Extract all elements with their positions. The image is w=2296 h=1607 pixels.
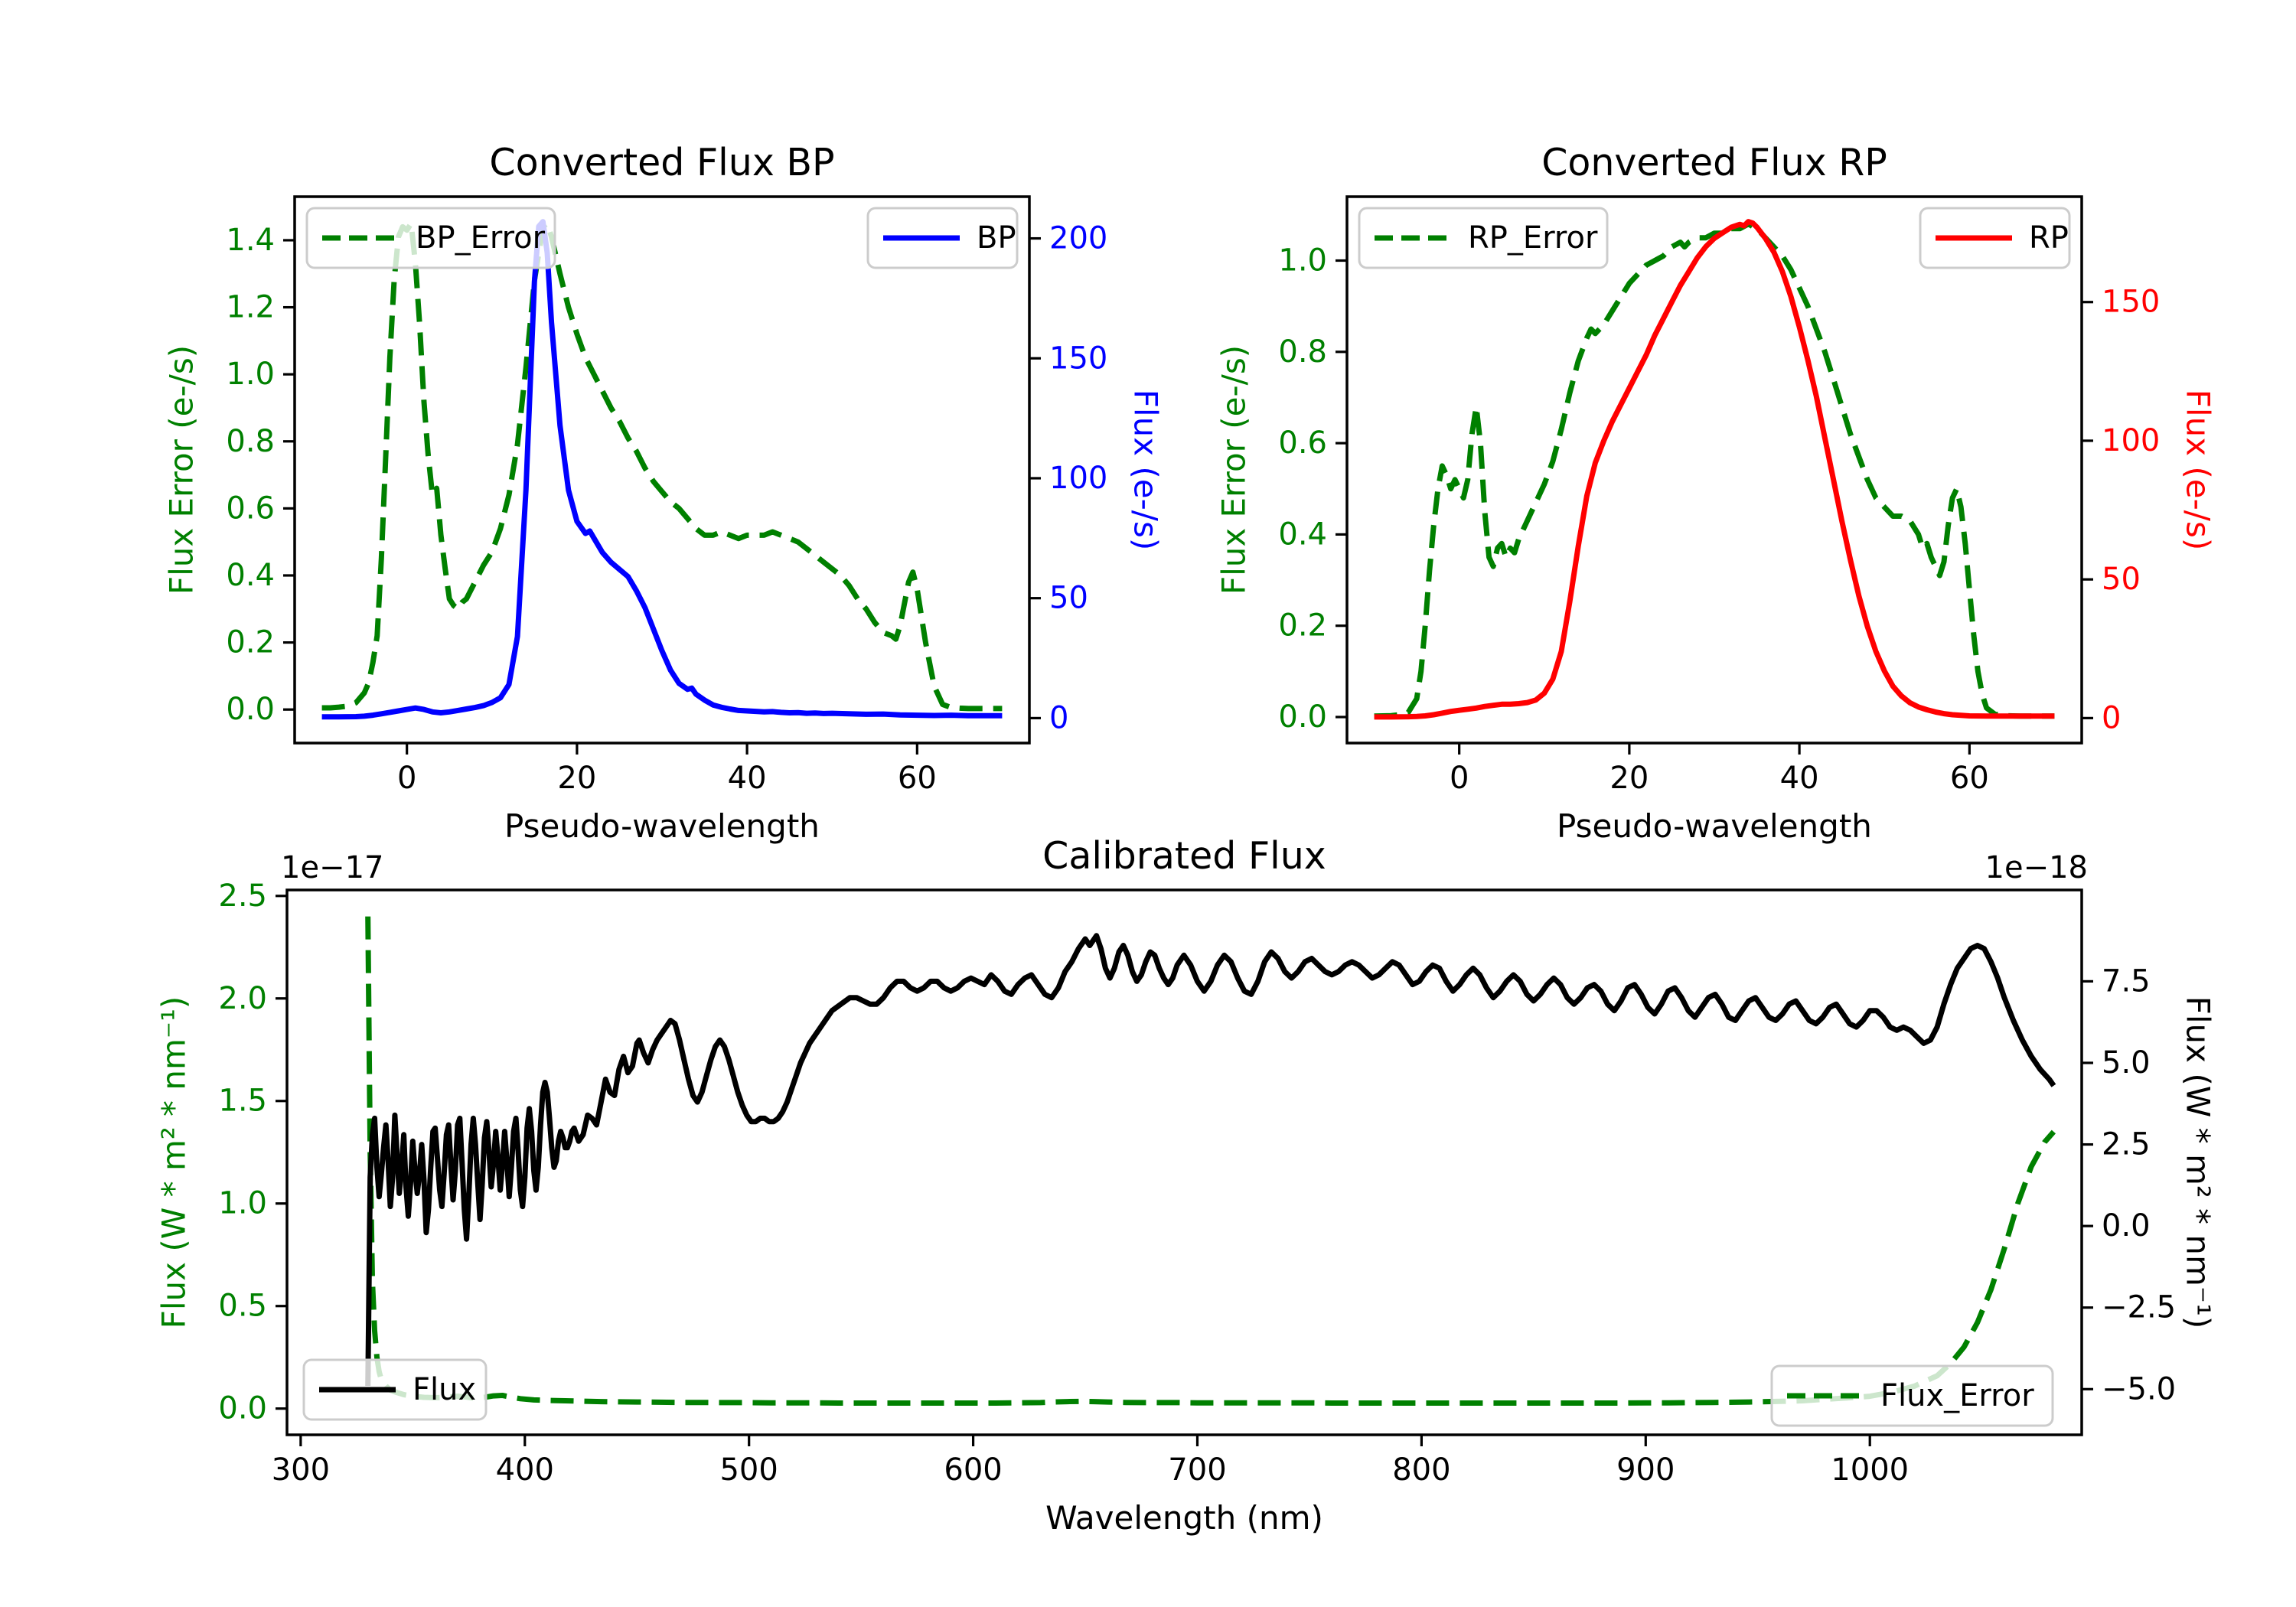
legend-RP: RP [1919,207,2071,269]
legend-label: BP_Error [416,220,546,256]
x-tick-label: 500 [719,1452,778,1488]
panel-bp: 0 20 40 60 0.0 0.2 0.4 0.6 0.8 1.0 1.2 1.4 0 50 100 150… [163,141,1165,845]
y-left-tick-label: 0.8 [226,424,275,459]
series-line-Flux [365,933,2056,1387]
x-tick-label: 20 [557,761,596,796]
series-line-RP [1374,219,2055,720]
panel-title: Calibrated Flux [1042,834,1326,878]
y-left-tick-label: 0.2 [226,625,275,660]
legend-label: RP_Error [1468,220,1598,256]
y-left-tick-label: 0.0 [218,1391,267,1426]
y-left-tick-label: 2.5 [218,878,267,914]
axes-spines [293,195,1031,745]
y-right-tick-label: −5.0 [2102,1371,2176,1407]
x-tick-label: 40 [728,761,767,796]
y-right-tick-label: −2.5 [2102,1290,2176,1325]
legend-box [1770,1364,2054,1427]
legend-BP_Error: BP_Error [305,207,556,269]
x-tick-label: 400 [496,1452,554,1488]
y-left-tick-label: 0.6 [1278,425,1327,461]
y-right-tick-label: 0.0 [2102,1208,2151,1244]
x-tick-label: 600 [944,1452,1002,1488]
panel-title: Converted Flux BP [489,141,834,184]
y-left-tick-label: 1.0 [226,357,275,392]
y-left-axis-label: Flux Error (e-/s) [1215,345,1253,595]
legend-box [305,207,556,269]
y-left-axis-label: Flux (W * m² * nm⁻¹) [155,996,193,1329]
y-right-tick-label: 50 [1049,581,1088,616]
x-tick-label: 800 [1392,1452,1450,1488]
y-right-axis-label: Flux (e-/s) [1127,390,1165,550]
x-tick-label: 40 [1780,761,1819,796]
x-tick-label: 300 [272,1452,330,1488]
legend-box [1358,207,1609,269]
legend-RP_Error: RP_Error [1358,207,1609,269]
legend-label: Flux [413,1372,476,1407]
x-tick-label: 0 [1450,761,1469,796]
y-left-tick-label: 0.0 [1278,699,1327,735]
y-right-tick-label: 50 [2102,562,2141,597]
x-tick-label: 700 [1168,1452,1226,1488]
y-right-tick-label: 2.5 [2102,1127,2151,1162]
y-right-tick-label: 150 [2102,285,2160,320]
legend-Flux: Flux [302,1358,488,1421]
panel-rp: 0 20 40 60 0.0 0.2 0.4 0.6 0.8 1.0 0 50 100 150 Conver… [1215,141,2217,845]
x-tick-label: 0 [397,761,416,796]
y-right-tick-label: 150 [1049,341,1107,376]
series-line-RP_Error [1374,221,2055,719]
y-left-tick-label: 0.8 [1278,334,1327,370]
x-tick-label: 60 [898,761,937,796]
legend-label: BP [977,220,1016,256]
panel-cal: 300 400 500 600 700 800 900 1000 0.0 0.5 1.0 1.5 2.0… [155,834,2217,1537]
y-right-tick-label: 0 [1049,700,1068,735]
legend-Flux_Error: Flux_Error [1770,1364,2054,1427]
legend-BP: BP [866,207,1019,269]
y-right-tick-label: 0 [2102,700,2121,735]
x-tick-label: 1000 [1831,1452,1909,1488]
x-axis-label: Pseudo-wavelength [504,807,820,845]
y-right-tick-label: 100 [1049,461,1107,496]
y-right-axis-label: Flux (e-/s) [2180,390,2217,550]
y-left-tick-label: 0.4 [226,558,275,593]
y-left-tick-label: 1.5 [218,1084,267,1119]
panel-title: Converted Flux RP [1541,141,1887,184]
y-left-axis-label: Flux Error (e-/s) [163,345,201,595]
legend-label: Flux_Error [1880,1378,2034,1413]
y-right-tick-label: 5.0 [2102,1045,2151,1081]
y-left-tick-label: 2.0 [218,981,267,1016]
x-axis-label: Wavelength (nm) [1045,1499,1323,1537]
x-tick-label: 20 [1609,761,1649,796]
axes-spines [1345,195,2083,745]
x-tick-label: 900 [1616,1452,1675,1488]
y-left-tick-label: 0.4 [1278,517,1327,552]
y-right-tick-label: 200 [1049,221,1107,256]
y-left-tick-label: 0.6 [226,491,275,526]
y-left-tick-label: 0.5 [218,1289,267,1324]
y-left-tick-label: 1.0 [218,1186,267,1221]
axes-spines [285,888,2083,1436]
series-line-BP [321,219,1003,720]
y-left-tick-label: 0.0 [226,692,275,727]
y-right-offset-text: 1e−18 [1985,850,2088,885]
y-left-tick-label: 1.2 [226,290,275,325]
x-axis-label: Pseudo-wavelength [1557,807,1872,845]
y-right-tick-label: 100 [2102,423,2160,458]
y-right-axis-label: Flux (W * m² * nm⁻¹) [2180,996,2217,1329]
y-left-tick-label: 1.0 [1278,243,1327,279]
y-left-offset-text: 1e−17 [281,850,383,885]
y-right-tick-label: 7.5 [2102,963,2151,999]
y-left-tick-label: 1.4 [226,223,275,258]
y-left-tick-label: 0.2 [1278,608,1327,644]
legend-label: RP [2029,220,2069,256]
x-tick-label: 60 [1950,761,1989,796]
